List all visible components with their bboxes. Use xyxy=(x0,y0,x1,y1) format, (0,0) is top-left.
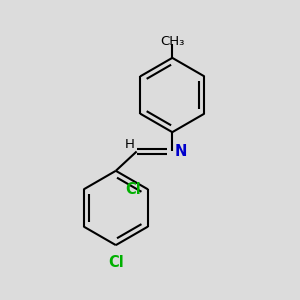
Text: N: N xyxy=(175,144,187,159)
Text: Cl: Cl xyxy=(125,182,141,197)
Text: H: H xyxy=(124,138,134,152)
Text: Cl: Cl xyxy=(108,255,124,270)
Text: CH₃: CH₃ xyxy=(160,35,184,48)
